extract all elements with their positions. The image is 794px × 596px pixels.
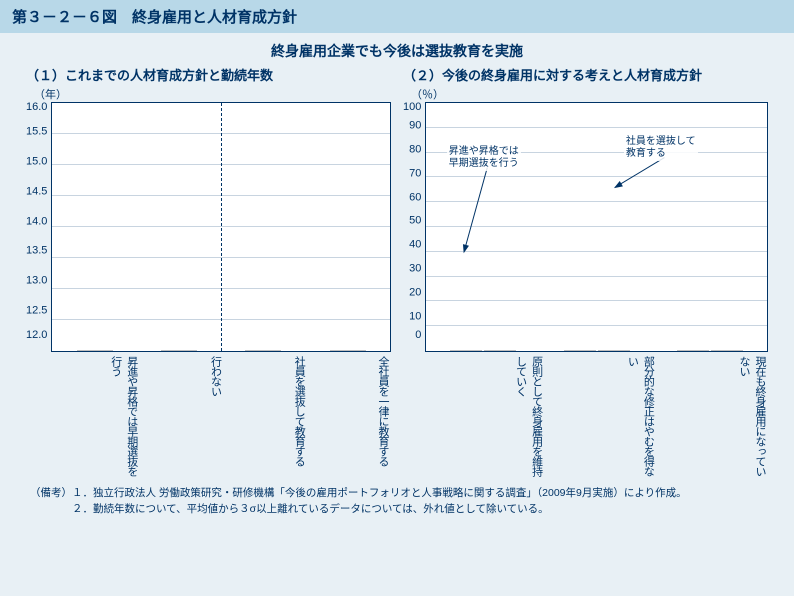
chart1-panel: （１）これまでの人材育成方針と勤続年数 （年） 16.0 15.5 15.0 14.5…	[26, 65, 391, 476]
gridline	[426, 176, 767, 177]
bar-group	[221, 350, 305, 351]
chart1-ytick: 15.5	[26, 126, 47, 137]
chart2-ytick: 100	[403, 102, 421, 113]
chart2-ytick: 40	[409, 240, 421, 251]
gridline	[426, 226, 767, 227]
chart2-ytick: 60	[409, 192, 421, 203]
note-item: ２．勤続年数について、平均値から３σ以上離れているデータについては、外れ値として…	[72, 502, 764, 518]
bar-group	[540, 350, 654, 351]
chart2-y-unit: （％）	[411, 86, 768, 102]
note-item: １．独立行政法人 労働政策研究・研修機構「今後の雇用ポートフォリオと人事戦略に関…	[72, 486, 764, 502]
x-label: 部分的な修正はやむを得ない	[545, 356, 657, 476]
chart2-x-labels: 原則として終身雇用を維持していく部分的な修正はやむを得ない現在も終身雇用になって…	[433, 356, 768, 476]
gridline	[426, 325, 767, 326]
chart2-ytick: 20	[409, 288, 421, 299]
chart1-x-labels: 昇進や昇格では早期選抜を行う行わない社員を選抜して教育する全社員を一律に教育する	[56, 356, 391, 476]
chart1-ytick: 12.5	[26, 306, 47, 317]
notes: （備考） １．独立行政法人 労働政策研究・研修機構「今後の雇用ポートフォリオと人…	[0, 476, 794, 518]
bar	[598, 350, 630, 351]
chart1-y-axis: 16.0 15.5 15.0 14.5 14.0 13.5 13.0 12.5 12.0	[26, 102, 51, 352]
x-label: 現在も終身雇用になっていない	[656, 356, 768, 476]
bar	[484, 350, 516, 351]
chart2-title: （２）今後の終身雇用に対する考えと人材育成方針	[403, 65, 768, 84]
chart2-plot: 昇進や昇格では早期選抜を行う 社員を選抜して教育する	[425, 102, 768, 352]
chart2-bars	[426, 103, 767, 351]
bar	[677, 350, 709, 351]
bar-group	[653, 350, 767, 351]
gridline	[426, 300, 767, 301]
gridline	[426, 201, 767, 202]
x-label: 原則として終身雇用を維持していく	[433, 356, 545, 476]
chart1-ytick: 15.0	[26, 156, 47, 167]
chart2-y-axis: 1009080706050403020100	[403, 102, 425, 352]
x-label: 全社員を一律に教育する	[307, 356, 391, 476]
charts-row: （１）これまでの人材育成方針と勤続年数 （年） 16.0 15.5 15.0 14.5…	[0, 65, 794, 476]
chart1-plot	[51, 102, 391, 352]
bar	[450, 350, 482, 351]
chart1-ytick: 14.5	[26, 186, 47, 197]
gridline	[426, 127, 767, 128]
bar-group	[306, 350, 390, 351]
chart1-divider	[221, 103, 222, 351]
annotation-label: 社員を選抜して教育する	[624, 135, 698, 161]
notes-prefix: （備考）	[30, 486, 72, 502]
gridline	[426, 251, 767, 252]
chart1-y-unit: （年）	[34, 86, 391, 102]
bar-group	[137, 350, 221, 351]
annotation-label: 昇進や昇格では早期選抜を行う	[447, 145, 521, 171]
figure-subtitle: 終身雇用企業でも今後は選抜教育を実施	[0, 33, 794, 65]
chart1-ytick: 13.5	[26, 246, 47, 257]
bar	[564, 350, 596, 351]
bar	[330, 350, 366, 351]
chart1-ytick: 16.0	[26, 102, 47, 113]
chart2-ytick: 80	[409, 144, 421, 155]
chart1-ytick: 12.0	[26, 330, 47, 341]
chart2-ytick: 50	[409, 216, 421, 227]
chart2-panel: （２）今後の終身雇用に対する考えと人材育成方針 （％） 100908070605…	[403, 65, 768, 476]
bar-group	[426, 350, 540, 351]
notes-prefix-spacer	[30, 502, 72, 518]
bar	[77, 350, 113, 351]
chart1-title: （１）これまでの人材育成方針と勤続年数	[26, 65, 391, 84]
figure-header: 第３－２－６図 終身雇用と人材育成方針	[0, 0, 794, 33]
chart2-ytick: 70	[409, 168, 421, 179]
chart2-ytick: 0	[415, 330, 421, 341]
x-label: 昇進や昇格では早期選抜を行う	[56, 356, 140, 476]
x-label: 行わない	[140, 356, 224, 476]
bar-group	[52, 350, 136, 351]
chart2-ytick: 30	[409, 264, 421, 275]
bar	[245, 350, 281, 351]
chart2-ytick: 10	[409, 312, 421, 323]
chart2-ytick: 90	[409, 120, 421, 131]
chart1-ytick: 13.0	[26, 276, 47, 287]
bar	[161, 350, 197, 351]
bar	[711, 350, 743, 351]
x-label: 社員を選抜して教育する	[224, 356, 308, 476]
chart1-ytick: 14.0	[26, 216, 47, 227]
gridline	[426, 276, 767, 277]
